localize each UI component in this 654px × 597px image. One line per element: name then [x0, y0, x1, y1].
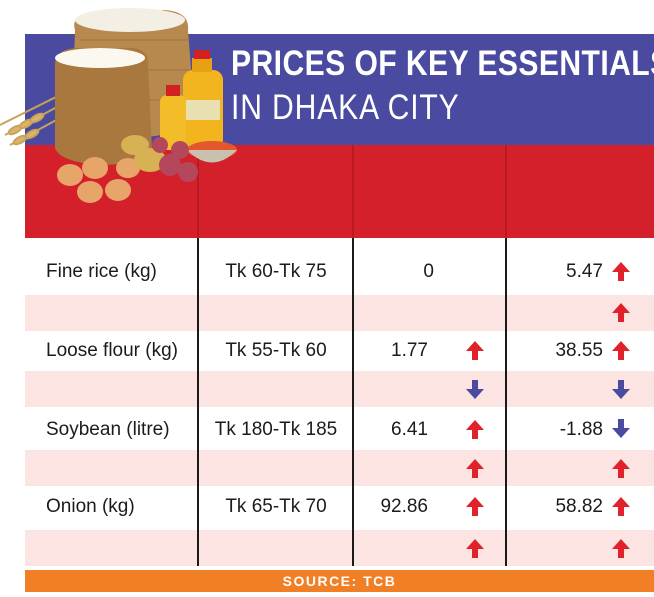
title-line-2: IN DHAKA CITY: [231, 88, 460, 127]
up-arrow-icon: [466, 341, 484, 360]
egg-icon: [57, 157, 140, 203]
groceries-illustration: [0, 8, 237, 203]
change-value: 6.41: [391, 419, 428, 440]
down-arrow-icon: [612, 419, 630, 438]
up-arrow-icon: [466, 420, 484, 439]
up-arrow-icon: [612, 303, 630, 322]
down-arrow-icon: [466, 380, 484, 399]
table-subrow: [25, 450, 654, 486]
table-subrow: [25, 295, 654, 331]
price-range: Tk 55-Tk 60: [225, 340, 327, 361]
item-label: Onion (kg): [46, 496, 135, 517]
price-range: Tk 65-Tk 70: [225, 496, 327, 517]
table-row: [25, 407, 654, 445]
table-subrow: [25, 371, 654, 407]
item-label: Fine rice (kg): [46, 261, 157, 282]
column-divider: [505, 145, 507, 237]
onion-icon: [152, 137, 198, 182]
up-arrow-icon: [612, 459, 630, 478]
column-divider: [197, 145, 199, 237]
lentil-bowl-icon: [187, 141, 237, 163]
title-line-1: PRICES OF KEY ESSENTIALS: [231, 44, 654, 83]
oil-bottle-icon: [160, 50, 223, 150]
up-arrow-icon: [466, 497, 484, 516]
column-divider: [352, 145, 354, 237]
table-row: [25, 331, 654, 369]
change-value: 92.86: [380, 496, 428, 517]
item-label: Soybean (litre): [46, 419, 170, 440]
potato-icon: [121, 135, 166, 172]
change-value: -1.88: [559, 419, 603, 440]
item-label: Loose flour (kg): [46, 340, 179, 361]
up-arrow-icon: [466, 459, 484, 478]
column-divider: [505, 238, 507, 566]
column-divider: [197, 238, 199, 566]
price-range: Tk 60-Tk 75: [225, 261, 327, 282]
change-value: 0: [423, 261, 434, 282]
down-arrow-icon: [612, 380, 630, 399]
up-arrow-icon: [612, 497, 630, 516]
up-arrow-icon: [612, 341, 630, 360]
price-range: Tk 180-Tk 185: [214, 419, 338, 440]
up-arrow-icon: [466, 539, 484, 558]
table-row: [25, 486, 654, 524]
up-arrow-icon: [612, 262, 630, 281]
source-footer: SOURCE: TCB: [25, 570, 654, 592]
change-value: 58.82: [555, 496, 603, 517]
change-value: 5.47: [566, 261, 603, 282]
up-arrow-icon: [612, 539, 630, 558]
change-value: 1.77: [391, 340, 428, 361]
table-subrow: [25, 530, 654, 566]
table-row: [25, 238, 654, 276]
flour-sack-icon: [55, 48, 152, 165]
change-value: 38.55: [555, 340, 603, 361]
column-divider: [352, 238, 354, 566]
